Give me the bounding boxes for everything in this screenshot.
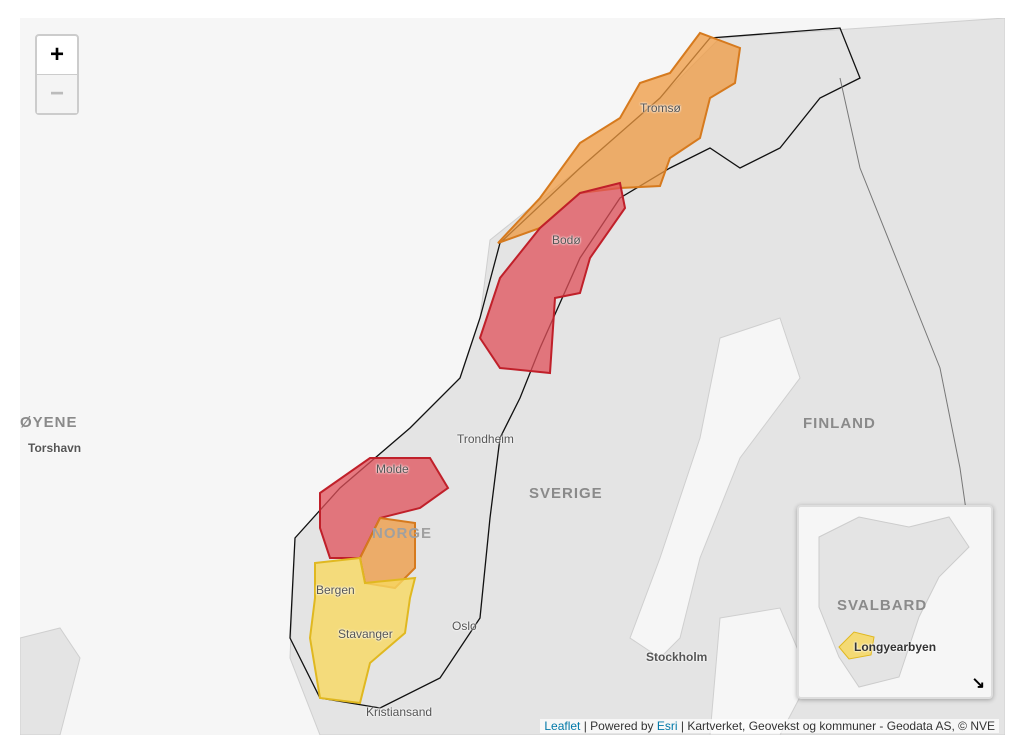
place-bodo: Bodø (552, 233, 581, 247)
country-label-faroe: ØYENE (20, 414, 78, 431)
minimap-canvas (818, 516, 970, 688)
region-red-west (319, 457, 450, 559)
leaflet-link[interactable]: Leaflet (544, 719, 581, 733)
place-torshavn: Torshavn (28, 441, 82, 455)
region-red-nordland (478, 181, 627, 375)
place-tromso: Tromsø (640, 101, 681, 115)
arrow-down-right-icon[interactable]: ↘ (971, 675, 985, 692)
zoom-out-button[interactable]: − (37, 75, 77, 113)
place-trondheim: Trondheim (457, 432, 514, 446)
esri-link[interactable]: Esri (656, 719, 678, 733)
minimap-place-longyearbyen: Longyearbyen (854, 640, 937, 654)
sea-baltic (629, 317, 811, 735)
country-label-norge: NORGE (372, 525, 433, 542)
attribution: Leaflet | Powered by Esri | Kartverket, … (540, 719, 999, 733)
region-yellow-south (308, 556, 417, 705)
zoom-control: + − (35, 34, 79, 115)
map[interactable]: ØYENE Torshavn SVERIGE FINLAND NORGE Tro… (20, 18, 1005, 735)
place-molde: Molde (376, 462, 409, 476)
norway-border (289, 27, 861, 709)
sweden-finland-border (839, 77, 971, 539)
attribution-powered: | Powered by (580, 719, 657, 733)
attribution-sources: | Kartverket, Geovekst og kommuner - Geo… (677, 719, 995, 733)
country-label-sverige: SVERIGE (529, 485, 603, 502)
warning-regions[interactable] (308, 31, 742, 705)
svalbard-minimap[interactable]: SVALBARD Longyearbyen ↘ (797, 505, 993, 699)
place-bergen: Bergen (316, 583, 355, 597)
region-yellow-svalbard (838, 631, 875, 660)
place-stockholm: Stockholm (646, 650, 708, 664)
minimap-region-label: SVALBARD (837, 597, 928, 614)
place-oslo: Oslo (452, 619, 477, 633)
country-label-finland: FINLAND (803, 415, 876, 432)
zoom-in-button[interactable]: + (37, 36, 77, 75)
place-kristiansand: Kristiansand (366, 705, 433, 719)
place-stavanger: Stavanger (338, 627, 393, 641)
